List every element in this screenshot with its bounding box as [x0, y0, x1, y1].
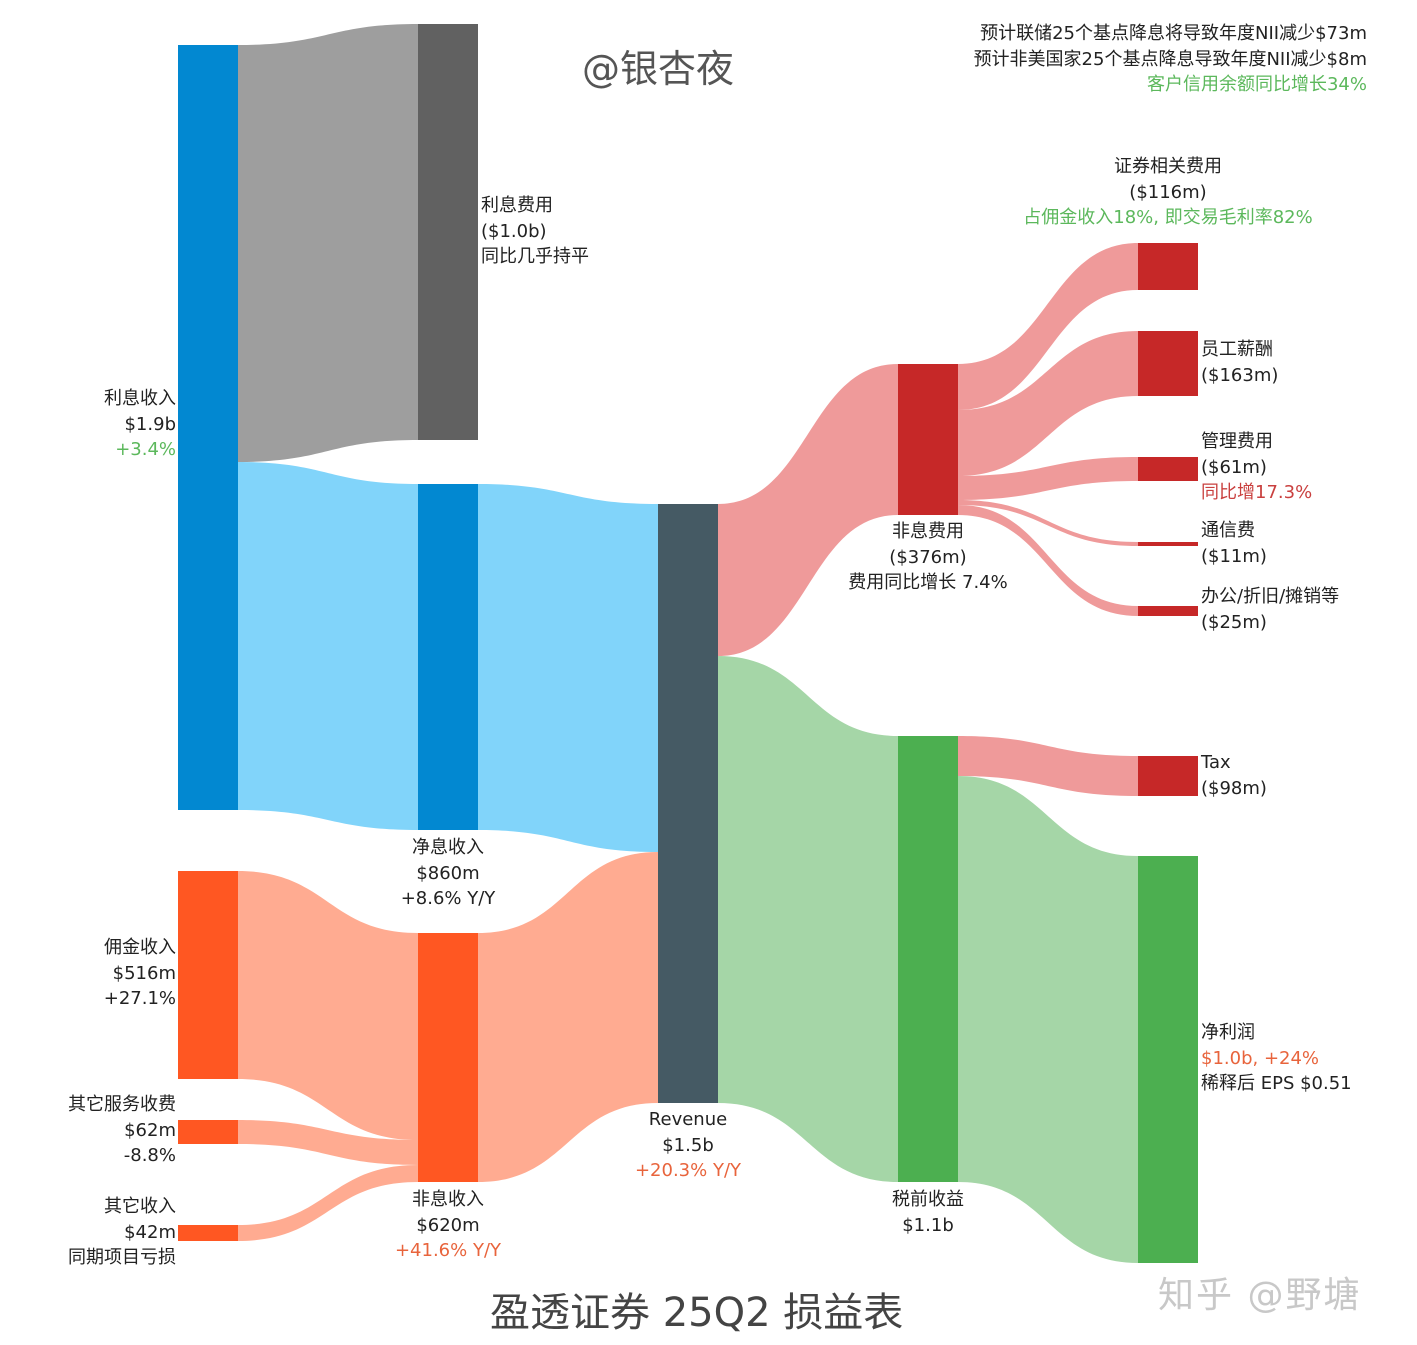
label-other-fees: 其它服务收费 $62m -8.8%: [68, 1094, 176, 1166]
note-fed-cut: 预计联储25个基点降息将导致年度NII减少$73m: [980, 23, 1367, 44]
link-employee: [958, 331, 1138, 476]
link-tax: [958, 736, 1138, 796]
node-net-interest-income[interactable]: [418, 484, 478, 830]
link-commission: [238, 871, 418, 1140]
chart-title: 盈透证券 25Q2 损益表: [490, 1290, 904, 1336]
label-net-income: 净利润 $1.0b, +24% 稀释后 EPS $0.51: [1201, 1022, 1352, 1094]
link-other-income: [238, 1165, 418, 1241]
link-interest-expense: [238, 24, 418, 462]
node-admin-expense[interactable]: [1138, 457, 1198, 481]
notes-block: 预计联储25个基点降息将导致年度NII减少$73m 预计非美国家25个基点降息导…: [974, 21, 1367, 98]
link-revenue-expense: [718, 364, 898, 656]
node-commission-income[interactable]: [178, 871, 238, 1079]
label-non-interest-expense: 非息费用 ($376m) 费用同比增长 7.4%: [848, 521, 1008, 593]
link-nii-revenue: [478, 484, 658, 852]
label-non-interest-income: 非息收入 $620m +41.6% Y/Y: [394, 1189, 502, 1261]
node-pretax-income[interactable]: [898, 736, 958, 1182]
note-credit-growth: 客户信用余额同比增长34%: [1146, 74, 1367, 95]
link-net-interest-income: [238, 462, 418, 830]
zhihu-watermark: 知乎 @野塘: [1158, 1275, 1362, 1316]
author-watermark: @银杏夜: [582, 47, 735, 91]
node-other-fees[interactable]: [178, 1120, 238, 1144]
node-office-depr[interactable]: [1138, 606, 1198, 616]
label-interest-income: 利息收入 $1.9b +3.4%: [104, 388, 176, 460]
link-comms: [958, 500, 1138, 546]
link-other-fees: [238, 1120, 418, 1165]
node-non-interest-income[interactable]: [418, 933, 478, 1182]
note-nonus-cut: 预计非美国家25个基点降息导致年度NII减少$8m: [973, 48, 1367, 70]
label-communications: 通信费 ($11m): [1201, 520, 1267, 567]
label-tax: Tax ($98m): [1201, 752, 1267, 799]
nodes: [178, 24, 1198, 1263]
link-nonii-revenue: [478, 852, 658, 1182]
link-office: [958, 505, 1138, 616]
node-securities-expense[interactable]: [1138, 243, 1198, 290]
label-commission-income: 佣金收入 $516m +27.1%: [103, 937, 176, 1009]
label-admin-expense: 管理费用 ($61m) 同比增17.3%: [1201, 431, 1313, 503]
label-net-interest-income: 净息收入 $860m +8.6% Y/Y: [400, 837, 496, 909]
link-net-income: [958, 776, 1138, 1263]
label-interest-expense: 利息费用 ($1.0b) 同比几乎持平: [481, 195, 589, 267]
label-office-depr: 办公/折旧/摊销等 ($25m): [1201, 586, 1340, 633]
label-revenue: Revenue $1.5b +20.3% Y/Y: [634, 1109, 742, 1181]
node-employee-comp[interactable]: [1138, 331, 1198, 396]
node-net-income[interactable]: [1138, 856, 1198, 1263]
link-admin: [958, 457, 1138, 500]
node-tax[interactable]: [1138, 756, 1198, 796]
links: [238, 24, 1138, 1263]
node-non-interest-expense[interactable]: [898, 364, 958, 515]
node-other-income[interactable]: [178, 1225, 238, 1241]
label-pretax-income: 税前收益 $1.1b: [892, 1189, 964, 1236]
link-revenue-pretax: [718, 656, 898, 1182]
node-revenue[interactable]: [658, 504, 718, 1103]
label-employee-comp: 员工薪酬 ($163m): [1201, 339, 1279, 386]
link-securities: [958, 243, 1138, 410]
node-communications[interactable]: [1138, 542, 1198, 546]
node-interest-expense[interactable]: [418, 24, 478, 440]
node-interest-income[interactable]: [178, 45, 238, 810]
label-other-income: 其它收入 $42m 同期项目亏损: [68, 1196, 176, 1268]
label-securities-expense: 证券相关费用 ($116m) 占佣金收入18%, 即交易毛利率82%: [1023, 156, 1313, 228]
